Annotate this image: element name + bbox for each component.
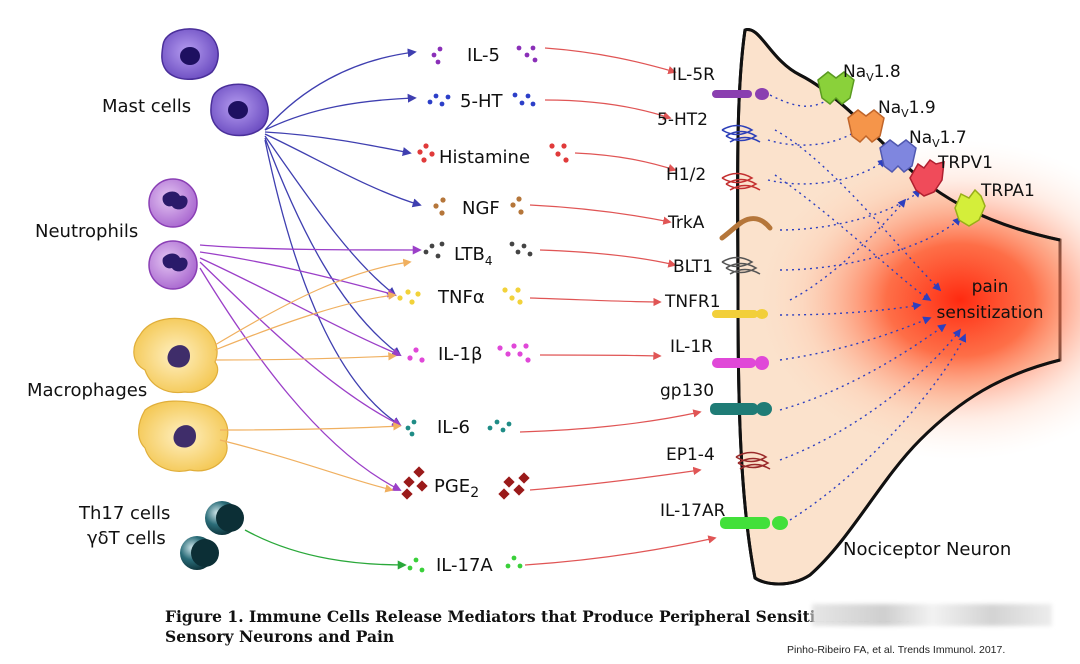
label-pain: pain: [972, 277, 1009, 297]
label-trpv1: TRPV1: [937, 153, 993, 173]
label-il17a: IL-17A: [436, 555, 493, 576]
redacted-blur: [812, 604, 1052, 626]
il17a-dots: [407, 555, 523, 573]
label-pge2: PGE2: [434, 476, 479, 501]
label-sensitization: sensitization: [937, 303, 1044, 323]
label-h12: H1/2: [666, 165, 706, 185]
arrow-h-pain: [774, 174, 932, 301]
neutrophil-1: [148, 178, 198, 228]
intracellular-arrows: [767, 93, 967, 521]
label-blt1: BLT1: [673, 257, 713, 277]
receptor-gp130: [710, 402, 772, 416]
mast-cell-1: [161, 28, 219, 80]
citation: Pinho-Ribeiro FA, et al. Trends Immunol.…: [787, 644, 1006, 656]
receptor-h12: [721, 172, 761, 191]
arrow-blt-trpv1: [789, 198, 907, 301]
label-il5r: IL-5R: [672, 65, 715, 85]
receptor-5ht2: [721, 124, 761, 143]
t-cell-2: [180, 536, 219, 570]
label-gdt: γδT cells: [87, 528, 166, 549]
figure-caption-line2: Sensory Neurons and Pain: [165, 627, 395, 646]
label-gp130: gp130: [660, 381, 714, 401]
nav17-channel: [879, 139, 917, 173]
pge2-dots: [401, 466, 530, 500]
arrow-tnf-pain: [779, 301, 922, 316]
mast-arrows: [264, 48, 422, 426]
mediator-labels: IL-5 5-HT Histamine NGF LTB4 TNFα IL-1β …: [434, 45, 530, 576]
nav18-channel: [817, 71, 855, 105]
macrophage-2: [138, 400, 229, 472]
macrophage-1: [133, 317, 219, 394]
receptor-il1r: [712, 356, 769, 370]
ltb4-dots: [423, 241, 533, 259]
label-ltb4: LTB4: [454, 244, 493, 268]
label-neutrophils: Neutrophils: [35, 221, 138, 242]
histamine-dots: [417, 143, 569, 163]
label-nav17: NaV1.7: [909, 128, 967, 150]
label-ngf: NGF: [462, 198, 500, 219]
receptor-ep14: [735, 451, 771, 470]
mediator-dots: [397, 45, 569, 573]
label-trka: TrkA: [667, 213, 705, 233]
label-histamine: Histamine: [439, 147, 530, 168]
label-tnfr1: TNFR1: [664, 292, 721, 312]
figure-caption-line1: Figure 1. Immune Cells Release Mediators…: [165, 607, 911, 627]
pain-glow: [750, 140, 1080, 460]
label-mast-cells: Mast cells: [102, 96, 191, 117]
label-il6: IL-6: [437, 417, 470, 438]
trpv1-channel: [909, 158, 945, 197]
receptor-blt1: [721, 256, 761, 275]
caption-line1-text: Figure 1. Immune Cells Release Mediators…: [165, 607, 897, 626]
channel-labels: NaV1.8 NaV1.9 NaV1.7 TRPV1 TRPA1: [843, 62, 1035, 201]
mediator-receptor-arrows: [519, 47, 717, 566]
tnfa-dots: [397, 287, 523, 305]
label-il17ar: IL-17AR: [660, 501, 726, 521]
neutrophil-2: [148, 240, 198, 290]
nociceptor-neuron: [736, 28, 1080, 586]
label-tnfa: TNFα: [437, 287, 485, 308]
label-nav19: NaV1.9: [878, 98, 936, 120]
il6-dots: [405, 419, 512, 437]
il1b-dots: [407, 343, 531, 363]
label-il5: IL-5: [467, 45, 500, 66]
label-il1b: IL-1β: [438, 344, 482, 365]
mast-cell-2: [210, 83, 269, 137]
trpa1-channel: [954, 188, 986, 227]
arrow-gp-pain: [779, 324, 947, 411]
neutrophil-arrows: [199, 244, 422, 491]
arrow-il17-pain: [789, 333, 967, 521]
receptor-labels: IL-5R 5-HT2 H1/2 TrkA BLT1 TNFR1 IL-1R g…: [657, 65, 726, 521]
label-macrophages: Macrophages: [27, 380, 147, 401]
neuron-labels: pain sensitization Nociceptor Neuron: [843, 277, 1043, 560]
label-trpa1: TRPA1: [980, 181, 1035, 201]
receptor-il17ar: [720, 516, 788, 530]
receptor-tnfr1: [712, 309, 768, 319]
il5-dots: [431, 45, 538, 65]
label-nav18: NaV1.8: [843, 62, 901, 84]
tcell-arrows: [244, 529, 407, 570]
receptor-il5r: [712, 88, 769, 100]
cell-labels: Mast cells Neutrophils Macrophages Th17 …: [27, 96, 191, 549]
label-th17: Th17 cells: [78, 503, 170, 524]
label-ep14: EP1-4: [666, 445, 715, 465]
arrow-ht-pain: [774, 129, 942, 292]
receptor-trka: [719, 216, 773, 241]
5ht-dots: [427, 92, 536, 107]
label-nociceptor-neuron: Nociceptor Neuron: [843, 539, 1011, 560]
label-5ht: 5-HT: [460, 91, 503, 112]
ngf-dots: [433, 196, 524, 216]
label-5ht2: 5-HT2: [657, 110, 708, 130]
label-il1r: IL-1R: [670, 337, 713, 357]
t-cell-1: [205, 501, 244, 535]
arrow-to-trpa1: [779, 216, 962, 271]
nav19-channel: [847, 109, 885, 143]
macrophage-arrows: [214, 258, 412, 493]
